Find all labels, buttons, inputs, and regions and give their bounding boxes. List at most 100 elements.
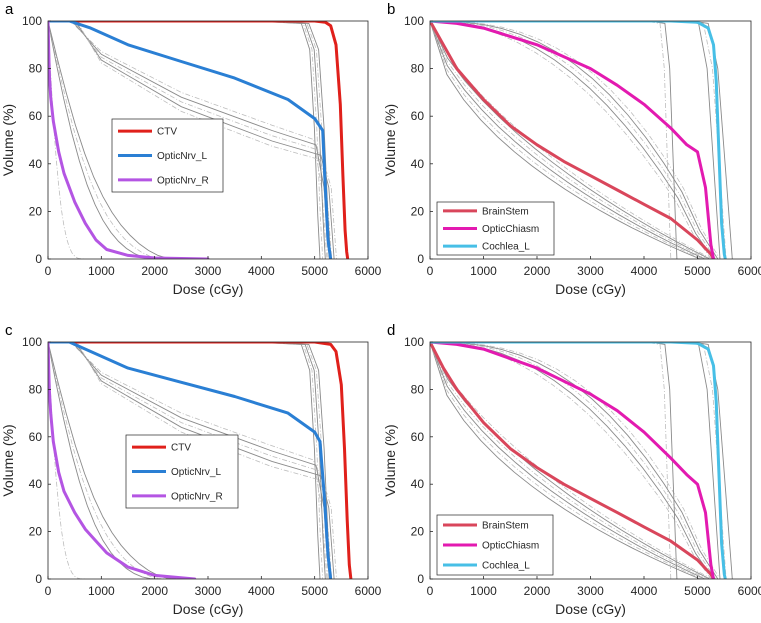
x-tick-label: 6000 <box>738 264 761 278</box>
x-tick-label: 0 <box>427 264 434 278</box>
series-line-brainstem <box>430 21 715 259</box>
y-tick-label: 80 <box>411 62 425 76</box>
x-tick-label: 4000 <box>248 264 275 278</box>
reference-curve <box>430 342 721 579</box>
panel-c: 0 1000 2000 3000 4000 5000 6000 0 20 40 60 80 100 Dos… <box>0 322 382 617</box>
legend-label: CTV <box>157 127 177 138</box>
legend-label: OpticNrv_R <box>157 175 209 186</box>
reference-curve <box>430 21 717 259</box>
legend-label: BrainStem <box>482 206 529 217</box>
y-tick-label: 100 <box>404 335 424 349</box>
reference-curve <box>48 342 328 579</box>
legend-label: OpticChiasm <box>482 224 539 235</box>
reference-curve <box>48 21 337 259</box>
reference-curve <box>48 342 337 579</box>
y-axis-label: Volume (%) <box>0 104 16 176</box>
y-tick-label: 40 <box>29 157 43 171</box>
reference-curve <box>48 21 328 259</box>
x-tick-label: 1000 <box>88 584 115 598</box>
y-axis-label: Volume (%) <box>382 104 398 176</box>
reference-curve <box>430 342 708 579</box>
legend-label: OpticNrv_L <box>157 151 207 162</box>
series-line-ctv <box>48 21 350 259</box>
reference-curve <box>48 21 326 259</box>
y-tick-label: 60 <box>411 430 425 444</box>
series-line-opticnrv-r <box>48 342 197 579</box>
y-tick-label: 20 <box>29 204 43 218</box>
x-axis-label: Dose (cGy) <box>173 281 244 297</box>
y-tick-label: 20 <box>411 204 425 218</box>
x-tick-label: 2000 <box>141 264 168 278</box>
reference-curve <box>430 21 706 259</box>
y-tick-label: 20 <box>29 525 43 539</box>
y-tick-label: 80 <box>29 382 43 396</box>
reference-curve <box>430 21 711 259</box>
x-tick-label: 5000 <box>301 264 328 278</box>
y-tick-label: 60 <box>29 109 43 123</box>
x-tick-label: 5000 <box>684 584 711 598</box>
reference-curve <box>430 21 678 259</box>
y-tick-label: 0 <box>417 252 424 266</box>
series-group <box>48 21 350 259</box>
y-tick-label: 0 <box>35 572 42 586</box>
x-axis-label: Dose (cGy) <box>173 601 244 617</box>
reference-curve <box>430 342 703 579</box>
y-tick-label: 40 <box>411 157 425 171</box>
series-line-cochlea-l <box>430 21 727 259</box>
series-group <box>430 342 727 579</box>
x-tick-label: 5000 <box>301 584 328 598</box>
reference-curve <box>48 342 177 579</box>
reference-curve <box>430 342 721 579</box>
reference-curve <box>48 21 167 259</box>
reference-curve <box>48 342 321 579</box>
x-tick-label: 3000 <box>577 264 604 278</box>
y-tick-label: 80 <box>29 62 43 76</box>
x-tick-label: 3000 <box>195 584 222 598</box>
panel-letter: b <box>387 1 395 18</box>
x-tick-label: 5000 <box>684 264 711 278</box>
reference-curve <box>48 21 335 259</box>
y-tick-label: 60 <box>29 430 43 444</box>
reference-curve <box>48 342 167 579</box>
reference-curve <box>430 21 719 259</box>
x-tick-label: 6000 <box>355 584 382 598</box>
series-line-brainstem <box>430 342 715 579</box>
x-tick-label: 2000 <box>524 584 551 598</box>
x-tick-label: 1000 <box>88 264 115 278</box>
x-tick-label: 1000 <box>470 264 497 278</box>
reference-curve <box>48 21 177 259</box>
reference-curve <box>430 342 701 579</box>
reference-curve <box>48 342 324 579</box>
reference-curve <box>430 21 703 259</box>
legend-label: OpticNrv_R <box>171 491 223 502</box>
y-tick-label: 100 <box>404 14 424 28</box>
x-axis-label: Dose (cGy) <box>555 601 626 617</box>
x-axis-label: Dose (cGy) <box>555 281 626 297</box>
y-tick-label: 0 <box>35 252 42 266</box>
x-tick-label: 6000 <box>738 584 761 598</box>
series-line-opticchiasm <box>430 342 715 579</box>
x-tick-label: 6000 <box>355 264 382 278</box>
panel-letter: d <box>387 322 395 339</box>
y-tick-label: 80 <box>411 382 425 396</box>
legend-label: Cochlea_L <box>482 561 530 572</box>
series-group <box>430 21 727 259</box>
reference-curve <box>430 342 706 579</box>
series-line-opticnrv-r <box>48 21 210 259</box>
x-tick-label: 0 <box>45 584 52 598</box>
y-tick-label: 20 <box>411 525 425 539</box>
reference-curve <box>48 342 158 579</box>
reference-curve <box>48 342 326 579</box>
legend-label: Cochlea_L <box>482 242 530 253</box>
panel-letter: a <box>5 1 14 18</box>
y-tick-label: 100 <box>22 14 42 28</box>
reference-curve <box>430 342 672 579</box>
x-tick-label: 1000 <box>470 584 497 598</box>
x-tick-label: 0 <box>45 264 52 278</box>
series-line-ctv <box>48 342 353 579</box>
reference-curve <box>48 21 321 259</box>
y-axis-label: Volume (%) <box>0 424 16 496</box>
panel-letter: c <box>5 322 13 339</box>
reference-curve <box>430 342 717 579</box>
